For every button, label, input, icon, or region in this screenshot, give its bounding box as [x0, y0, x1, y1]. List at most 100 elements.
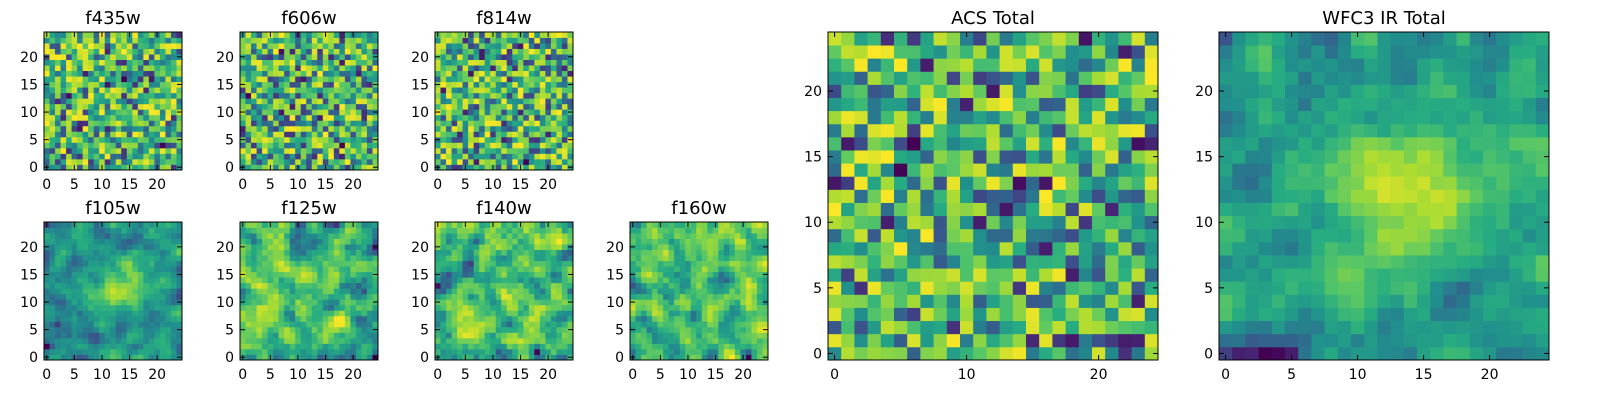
heatmap-cell — [66, 54, 72, 60]
heatmap-cell — [679, 222, 686, 228]
heatmap-cell — [300, 87, 307, 94]
heatmap-cell — [256, 81, 263, 88]
heatmap-cell — [110, 103, 117, 110]
heatmap-cell — [256, 310, 263, 317]
heatmap-cell — [641, 293, 647, 300]
heatmap-cell — [137, 332, 144, 339]
heatmap-cell — [506, 238, 513, 245]
y-tick-label: 10 — [216, 295, 234, 311]
heatmap-cell — [473, 98, 480, 105]
heatmap-cell — [933, 176, 948, 190]
heatmap-cell — [506, 293, 513, 300]
heatmap-cell — [66, 81, 72, 88]
heatmap-cell — [479, 92, 486, 99]
heatmap-cell — [479, 98, 486, 105]
heatmap-cell — [110, 315, 117, 322]
heatmap-cell — [701, 255, 708, 262]
heatmap-cell — [49, 164, 56, 171]
heatmap-cell — [176, 249, 183, 256]
heatmap-cell — [457, 326, 463, 333]
heatmap-cell — [512, 76, 519, 83]
heatmap-cell — [517, 293, 524, 300]
heatmap-cell — [49, 103, 56, 110]
heatmap-cell — [567, 37, 574, 44]
heatmap-cell — [278, 222, 285, 228]
heatmap-cell — [137, 354, 144, 361]
heatmap-cell — [93, 98, 100, 105]
heatmap-cell — [495, 153, 502, 160]
heatmap-cell — [729, 255, 736, 262]
heatmap-cell — [1078, 228, 1093, 243]
heatmap-cell — [528, 70, 535, 77]
heatmap-cell — [740, 321, 747, 328]
x-tick-label: 15 — [121, 367, 139, 383]
heatmap-cell — [435, 266, 441, 273]
heatmap-cell — [289, 76, 296, 83]
heatmap-cell — [88, 282, 95, 289]
heatmap-cell — [93, 288, 100, 295]
heatmap-cell — [137, 147, 144, 154]
heatmap-cell — [104, 76, 111, 83]
heatmap-cell — [366, 120, 373, 127]
heatmap-cell — [170, 142, 177, 149]
heatmap-cell — [170, 125, 177, 132]
heatmap-cell — [284, 32, 291, 38]
heatmap-cell — [986, 281, 1000, 295]
heatmap-cell — [159, 343, 166, 350]
heatmap-cell — [545, 98, 552, 105]
heatmap-cell — [339, 136, 346, 143]
heatmap-cell — [545, 282, 552, 289]
heatmap-cell — [440, 326, 447, 333]
heatmap-cell — [176, 293, 183, 300]
heatmap-cell — [451, 244, 458, 250]
heatmap-cell — [278, 32, 285, 38]
heatmap-cell — [361, 238, 368, 245]
heatmap-cell — [262, 48, 268, 55]
heatmap-cell — [165, 32, 172, 38]
heatmap-cell — [143, 131, 150, 138]
heatmap-cell — [44, 315, 50, 322]
heatmap-cell — [756, 238, 763, 245]
heatmap-cell — [841, 202, 855, 217]
heatmap-cell — [490, 147, 497, 154]
heatmap-cell — [44, 233, 50, 239]
heatmap-cell — [121, 354, 128, 361]
heatmap-cell — [71, 136, 78, 143]
heatmap-cell — [484, 32, 491, 38]
heatmap-cell — [762, 337, 769, 344]
heatmap-cell — [165, 147, 172, 154]
heatmap-cell — [165, 65, 172, 72]
heatmap-cell — [490, 244, 497, 250]
heatmap-cell — [545, 310, 552, 317]
heatmap-cell — [468, 244, 475, 250]
heatmap-cell — [679, 315, 686, 322]
heatmap-cell — [306, 164, 313, 171]
heatmap-cell — [986, 294, 1000, 308]
heatmap-cell — [479, 136, 486, 143]
heatmap-cell — [729, 354, 736, 361]
heatmap-cell — [440, 65, 447, 72]
heatmap-cell — [707, 227, 714, 234]
heatmap-cell — [999, 294, 1014, 308]
heatmap-cell — [740, 260, 747, 267]
heatmap-cell — [528, 147, 535, 154]
heatmap-cell — [635, 266, 642, 273]
heatmap-cell — [674, 260, 681, 267]
heatmap-cell — [501, 348, 508, 355]
heatmap-cell — [311, 255, 318, 262]
heatmap-cell — [718, 249, 725, 256]
heatmap-cell — [630, 277, 636, 284]
heatmap-cell — [104, 70, 111, 77]
heatmap-cell — [484, 81, 491, 88]
heatmap-cell — [159, 282, 166, 289]
heatmap-cell — [115, 109, 122, 116]
heatmap-cell — [278, 131, 285, 138]
heatmap-cell — [366, 54, 373, 60]
heatmap-cell — [55, 293, 61, 300]
heatmap-cell — [920, 320, 934, 335]
heatmap-cell — [344, 98, 351, 105]
heatmap-cell — [339, 332, 346, 339]
heatmap-cell — [740, 337, 747, 344]
heatmap-cell — [539, 120, 546, 127]
heatmap-cell — [652, 277, 658, 284]
